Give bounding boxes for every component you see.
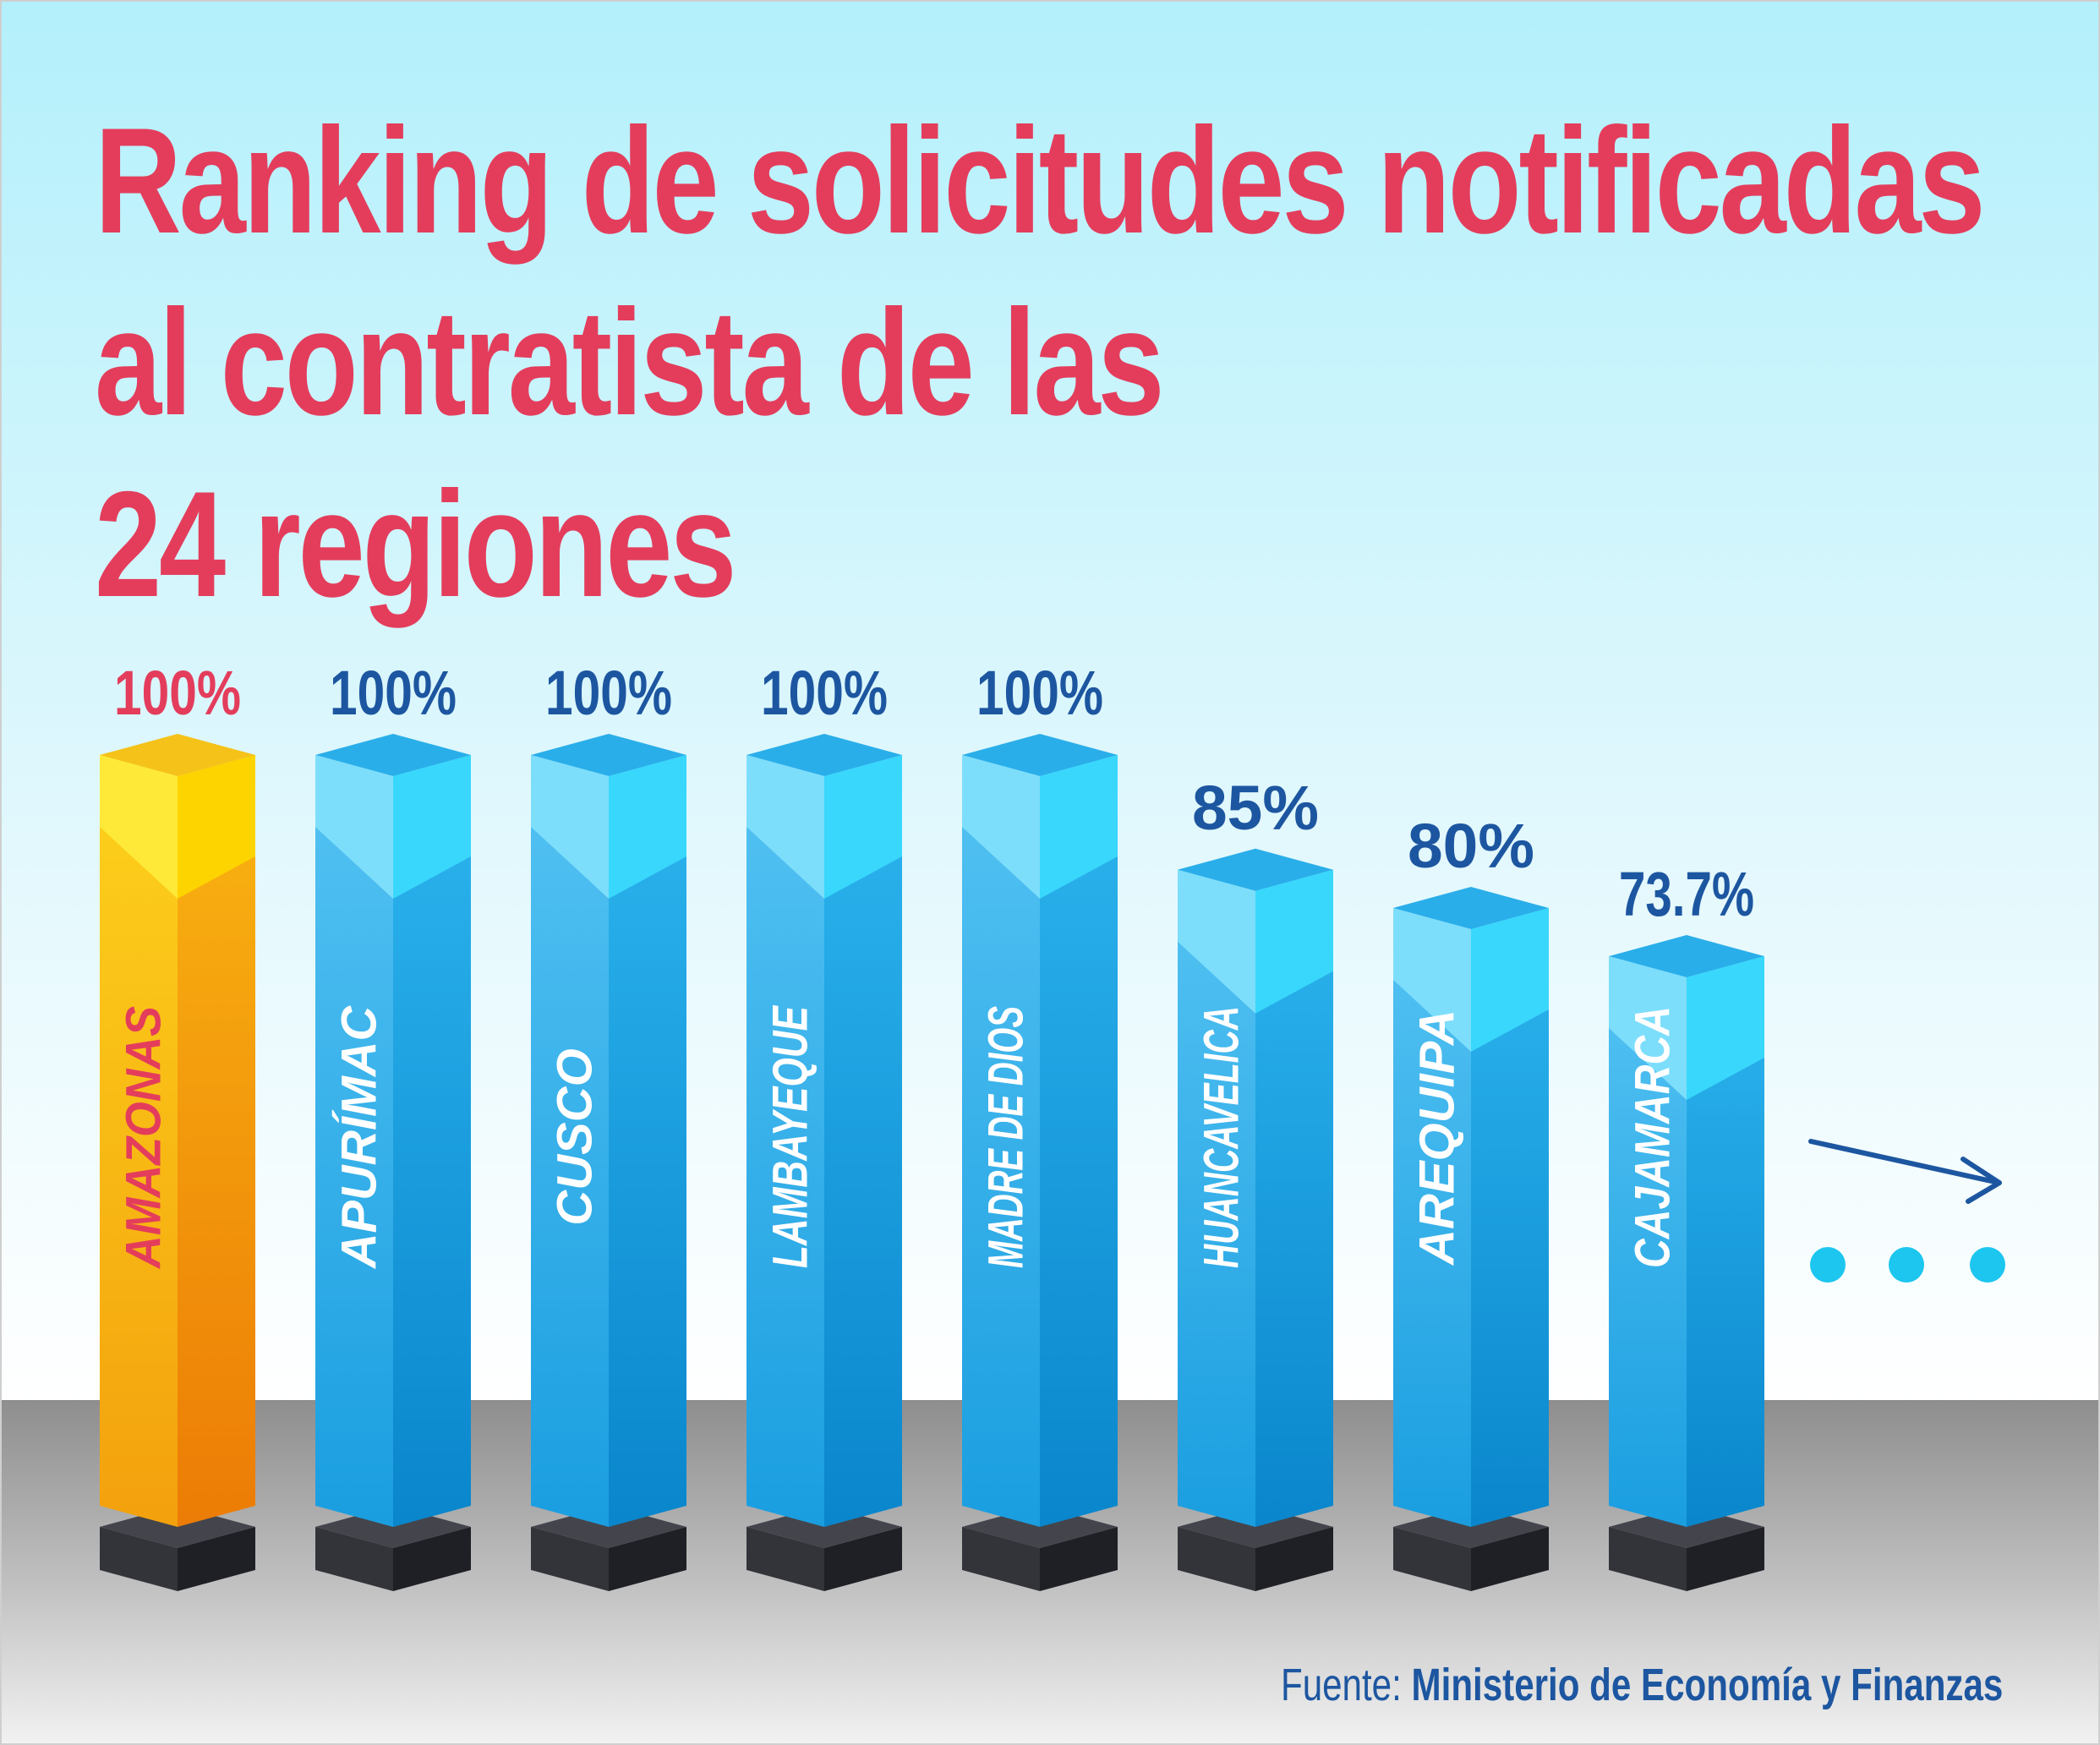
bar-highlight-side <box>1687 956 1764 1101</box>
value-label: 100% <box>976 658 1103 728</box>
bar-front-face <box>1609 956 1687 1527</box>
bar-highlight-front <box>962 755 1040 899</box>
source-organization: Ministerio de Economía y Finanzas <box>1411 1660 2003 1710</box>
bar-front-face <box>1393 908 1471 1527</box>
value-label: 100% <box>761 658 888 728</box>
bar-5 <box>962 734 1118 1591</box>
bar-base-front <box>746 1527 824 1591</box>
bar-highlight-front <box>315 755 393 899</box>
bar-base-front <box>531 1527 609 1591</box>
bar-front-face <box>100 755 178 1527</box>
bar-group: 100% AMAZONAS 100% APURÍMAC 100% CUSCO 100% LAM… <box>100 658 1764 1591</box>
bar-highlight-front <box>531 755 609 899</box>
category-label: HUANCAVELICA <box>1195 1006 1250 1268</box>
bar-base-front <box>962 1527 1040 1591</box>
bar-highlight-side <box>824 755 902 899</box>
category-label: MADRE DE DIOS <box>979 1006 1034 1268</box>
value-label: 100% <box>330 658 457 728</box>
bar-base-side <box>1687 1527 1764 1591</box>
bar-highlight-front <box>746 755 824 899</box>
category-label: CAJAMARCA <box>1626 1006 1681 1268</box>
bar-highlight-side <box>393 755 471 899</box>
bar-base-side <box>178 1527 255 1591</box>
continuation-dot-icon <box>1970 1247 2005 1283</box>
bar-base-side <box>1255 1527 1333 1591</box>
bar-4 <box>746 734 902 1591</box>
bar-base-front <box>100 1527 178 1591</box>
category-label: LAMBAYEQUE <box>763 1004 818 1268</box>
chart-title-line-3: 24 regiones <box>95 460 736 628</box>
bar-side-face <box>824 755 902 1527</box>
source-note: Fuente: Ministerio de Economía y Finanza… <box>1281 1659 2003 1711</box>
bar-base-side <box>393 1527 471 1591</box>
value-label: 100% <box>114 658 241 728</box>
bar-base-side <box>609 1527 686 1591</box>
category-label: APURÍMAC <box>332 1005 387 1270</box>
category-label: AREQUIPA <box>1410 1009 1465 1266</box>
bar-base-front <box>315 1527 393 1591</box>
bar-8 <box>1609 935 1764 1591</box>
bar-highlight-front <box>1393 908 1471 1052</box>
chart-title-line-1: Ranking de solicitudes notificadas <box>95 96 1986 265</box>
bar-base-front <box>1393 1527 1471 1591</box>
bar-2 <box>315 734 471 1591</box>
bar-side-face <box>1471 908 1549 1527</box>
continuation-dot-icon <box>1889 1247 1924 1283</box>
bar-highlight-side <box>1255 869 1333 1014</box>
value-label: 73.7% <box>1619 859 1754 929</box>
bar-side-face <box>393 755 471 1527</box>
bar-front-face <box>746 755 824 1527</box>
bar-side-face <box>1687 956 1764 1527</box>
bar-side-face <box>609 755 686 1527</box>
bar-front-face <box>315 755 393 1527</box>
bar-front-face <box>962 755 1040 1527</box>
value-label: 80% <box>1408 811 1534 881</box>
continuation-dot-icon <box>1810 1247 1846 1283</box>
value-label: 85% <box>1192 773 1319 843</box>
continuation-arrow-icon <box>1808 1139 2002 1204</box>
bar-base-side <box>1040 1527 1118 1591</box>
bar-1 <box>100 734 255 1591</box>
bar-highlight-side <box>1471 908 1549 1052</box>
bar-base-side <box>1471 1527 1549 1591</box>
bar-highlight-front <box>100 755 178 899</box>
bar-highlight-side <box>609 755 686 899</box>
category-label: AMAZONAS <box>117 1006 172 1270</box>
bar-highlight-side <box>1040 755 1118 899</box>
bar-highlight-front <box>1609 956 1687 1101</box>
bar-front-face <box>1178 869 1255 1527</box>
bar-highlight-front <box>1178 869 1255 1014</box>
bar-side-face <box>1040 755 1118 1527</box>
bar-6 <box>1178 848 1333 1591</box>
source-label: Fuente: <box>1280 1660 1402 1710</box>
value-label: 100% <box>545 658 672 728</box>
bar-base-front <box>1178 1527 1255 1591</box>
bar-side-face <box>178 755 255 1527</box>
category-label: CUSCO <box>548 1048 603 1225</box>
bar-base-front <box>1609 1527 1687 1591</box>
bar-side-face <box>1255 869 1333 1527</box>
bar-highlight-side <box>178 755 255 899</box>
bar-3 <box>531 734 686 1591</box>
bar-7 <box>1393 887 1549 1591</box>
bar-base-side <box>824 1527 902 1591</box>
bar-front-face <box>531 755 609 1527</box>
chart-title-line-2: al contratista de las <box>95 278 1165 446</box>
